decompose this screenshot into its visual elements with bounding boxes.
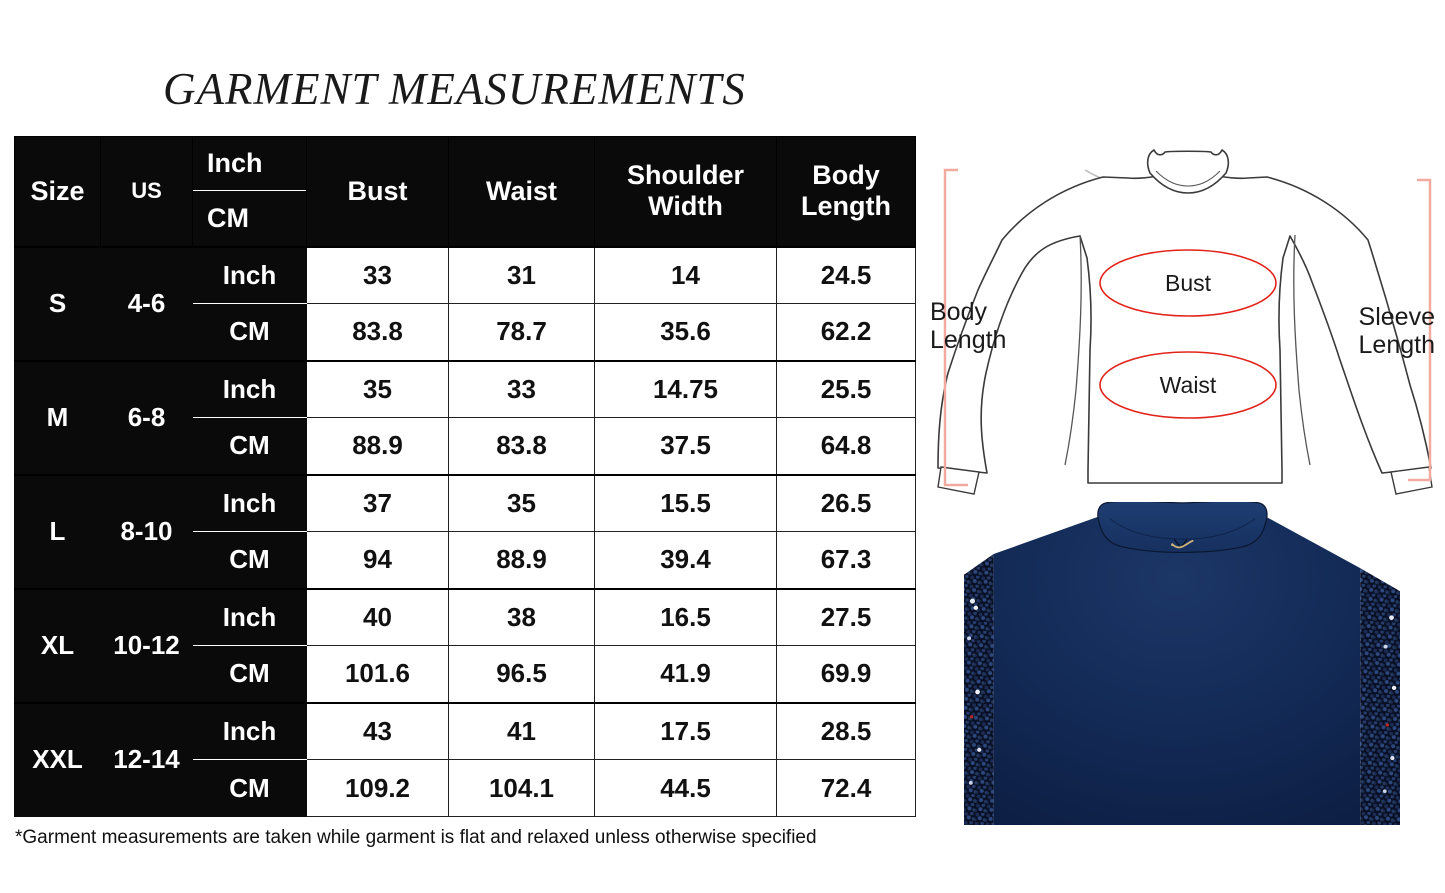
svg-text:Length: Length: [1359, 331, 1435, 359]
svg-text:Sleeve: Sleeve: [1359, 303, 1435, 331]
svg-text:Body: Body: [930, 298, 987, 326]
svg-text:Length: Length: [930, 326, 1006, 354]
svg-text:Bust: Bust: [1165, 270, 1212, 296]
svg-text:Waist: Waist: [1160, 372, 1217, 398]
